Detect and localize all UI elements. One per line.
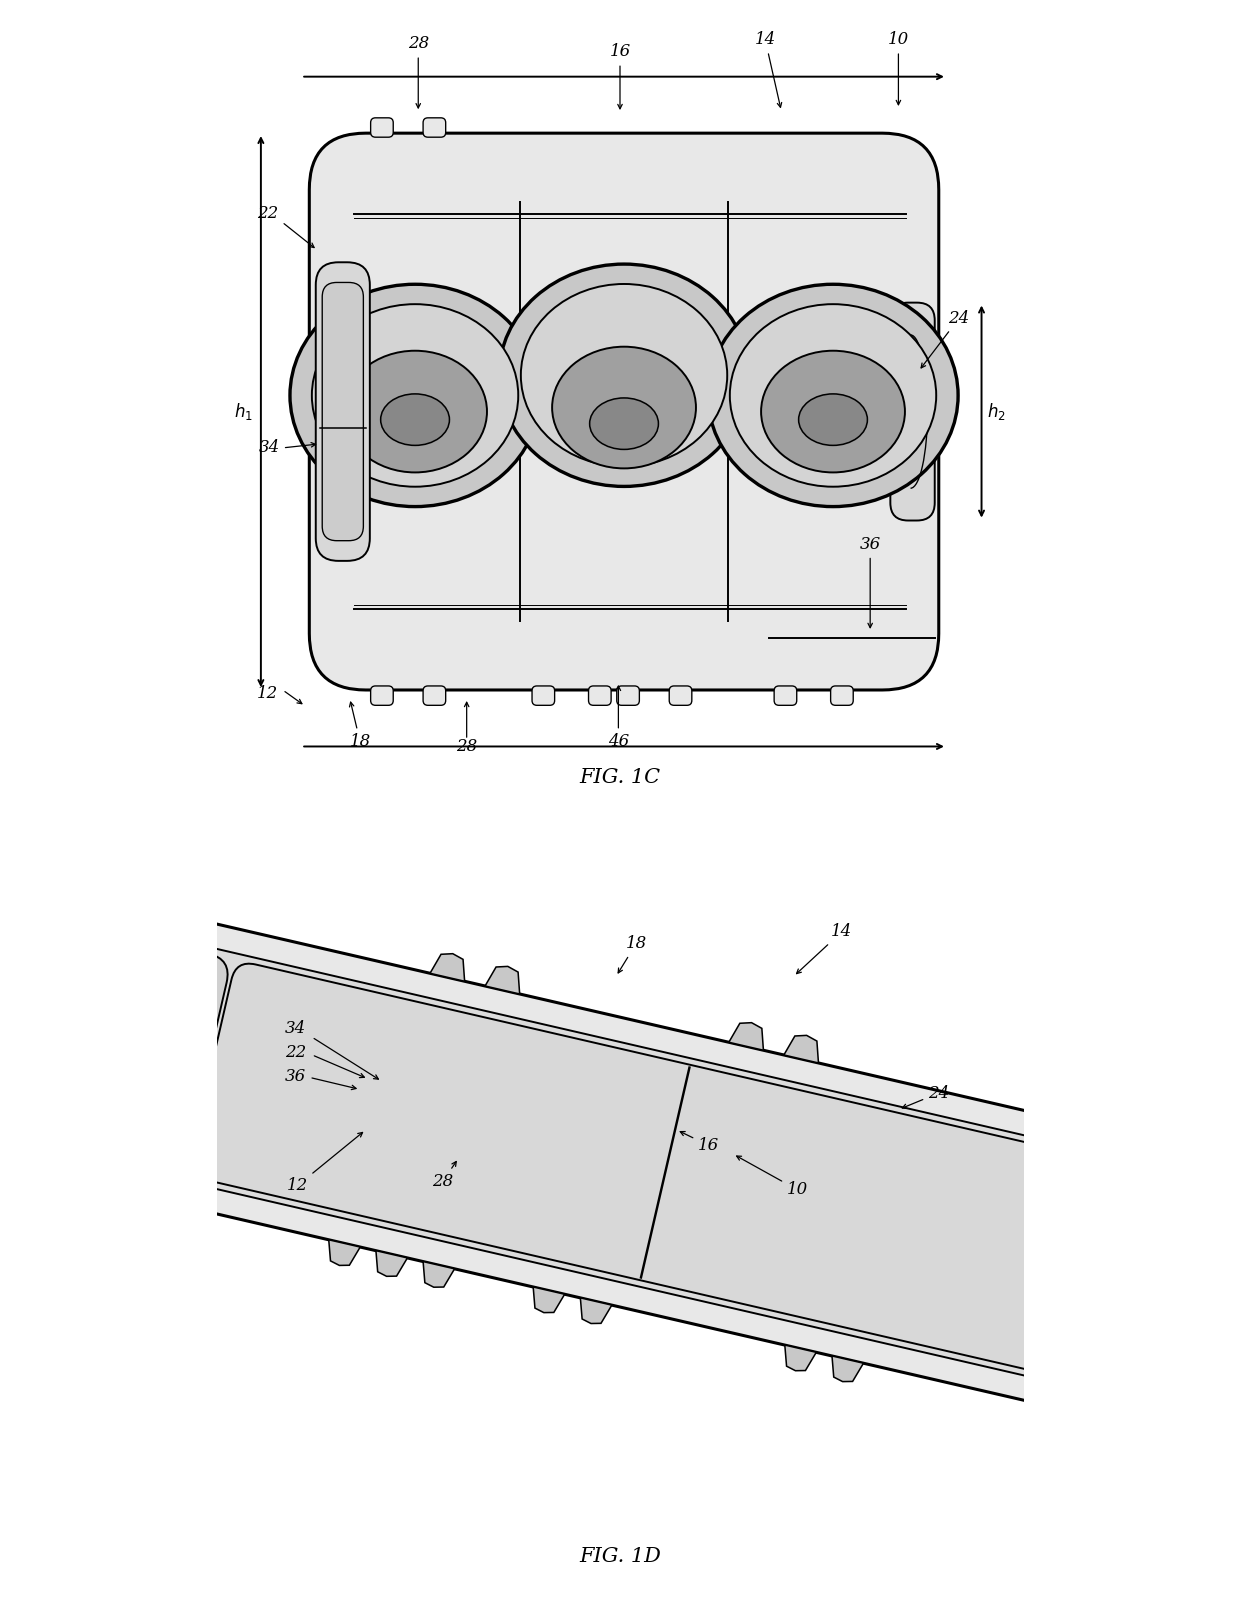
Text: 36: 36 [285, 1068, 306, 1085]
Ellipse shape [708, 284, 959, 507]
FancyArrow shape [92, 1052, 203, 1080]
Ellipse shape [799, 394, 868, 445]
Text: $h_2$: $h_2$ [987, 400, 1007, 423]
Text: 10: 10 [737, 1156, 808, 1198]
Polygon shape [533, 1286, 564, 1312]
Ellipse shape [343, 350, 487, 473]
Polygon shape [77, 912, 144, 1006]
Text: 34: 34 [258, 439, 279, 455]
Text: 46: 46 [608, 686, 629, 751]
Text: 22: 22 [257, 205, 278, 221]
Polygon shape [784, 1035, 818, 1064]
Ellipse shape [521, 284, 727, 466]
Text: FIG. 1C: FIG. 1C [579, 768, 661, 786]
FancyBboxPatch shape [423, 686, 445, 705]
Ellipse shape [590, 399, 658, 449]
Polygon shape [423, 1262, 455, 1288]
Text: 28: 28 [456, 738, 477, 754]
FancyArrow shape [640, 1067, 691, 1278]
FancyBboxPatch shape [616, 686, 640, 705]
FancyBboxPatch shape [831, 686, 853, 705]
Polygon shape [729, 1023, 764, 1051]
Text: 36: 36 [859, 536, 880, 628]
Text: 16: 16 [609, 44, 631, 108]
Polygon shape [785, 1344, 816, 1370]
FancyBboxPatch shape [532, 686, 554, 705]
Polygon shape [329, 1240, 360, 1265]
Ellipse shape [552, 347, 696, 468]
Polygon shape [485, 967, 520, 994]
Text: 24: 24 [903, 1085, 950, 1109]
Ellipse shape [761, 350, 905, 473]
Text: 34: 34 [285, 1020, 306, 1036]
Text: 28: 28 [432, 1162, 456, 1190]
FancyBboxPatch shape [316, 263, 370, 562]
Polygon shape [376, 1251, 408, 1277]
Polygon shape [580, 1298, 611, 1323]
FancyBboxPatch shape [68, 933, 1172, 1391]
Polygon shape [832, 1356, 863, 1382]
FancyBboxPatch shape [371, 686, 393, 705]
Text: 12: 12 [257, 684, 278, 702]
Ellipse shape [498, 265, 749, 486]
FancyBboxPatch shape [47, 907, 1193, 1417]
Text: 28: 28 [408, 36, 429, 108]
Text: FIG. 1D: FIG. 1D [579, 1546, 661, 1566]
Ellipse shape [381, 394, 449, 445]
Polygon shape [430, 954, 465, 981]
Ellipse shape [123, 1027, 155, 1075]
Text: 14: 14 [755, 31, 781, 107]
Text: 18: 18 [350, 702, 371, 751]
FancyBboxPatch shape [309, 134, 939, 691]
Text: 24: 24 [921, 310, 970, 368]
FancyBboxPatch shape [371, 118, 393, 137]
Text: 14: 14 [796, 923, 853, 973]
Text: 10: 10 [888, 31, 909, 105]
Text: 18: 18 [619, 935, 647, 973]
Text: 12: 12 [286, 1133, 362, 1194]
FancyBboxPatch shape [190, 964, 1172, 1388]
FancyBboxPatch shape [670, 686, 692, 705]
Text: $h_1$: $h_1$ [233, 400, 253, 423]
FancyBboxPatch shape [322, 282, 363, 541]
Text: 22: 22 [285, 1044, 306, 1060]
Text: 16: 16 [681, 1131, 719, 1154]
Ellipse shape [311, 303, 518, 487]
FancyBboxPatch shape [423, 118, 445, 137]
Ellipse shape [290, 284, 541, 507]
FancyBboxPatch shape [73, 938, 228, 1170]
FancyBboxPatch shape [890, 303, 935, 520]
Ellipse shape [730, 303, 936, 487]
FancyBboxPatch shape [589, 686, 611, 705]
Polygon shape [41, 1065, 89, 1162]
FancyBboxPatch shape [774, 686, 797, 705]
